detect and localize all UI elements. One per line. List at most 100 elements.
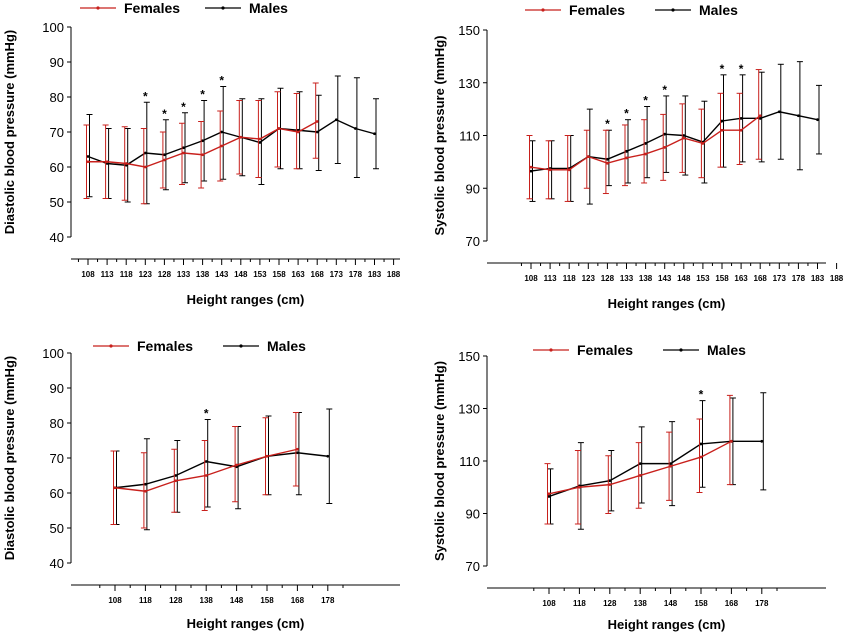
legend: Females Males: [80, 0, 288, 16]
significance-star: *: [204, 407, 209, 421]
x-tick-label: 183: [368, 270, 382, 279]
data-point: [144, 482, 147, 486]
x-tick-label: 148: [677, 274, 691, 283]
data-point: [235, 463, 239, 467]
legend: Females Males: [93, 338, 306, 354]
series-line-males: [530, 111, 818, 172]
x-tick-label: 118: [120, 270, 133, 279]
x-tick-label: 118: [563, 274, 576, 283]
x-axis-title: Height ranges (cm): [608, 617, 726, 632]
significance-star: *: [720, 62, 725, 76]
data-point: [334, 118, 338, 122]
data-point: [669, 462, 672, 466]
data-point: [239, 135, 243, 139]
y-tick-label: 150: [458, 349, 480, 364]
x-axis-title: Height ranges (cm): [187, 616, 305, 631]
data-point: [143, 165, 147, 169]
legend-marker: [96, 6, 100, 10]
series-line-males: [114, 452, 328, 489]
data-point: [644, 152, 647, 156]
data-point: [586, 155, 590, 159]
series-males: [547, 392, 767, 530]
data-point: [608, 479, 612, 483]
data-point: [739, 128, 743, 132]
x-tick-label: 158: [272, 270, 286, 279]
legend: Females Males: [525, 2, 738, 18]
y-tick-label: 70: [466, 559, 480, 574]
x-tick-label: 158: [715, 274, 729, 283]
legend-marker: [541, 8, 545, 12]
x-tick-label: 138: [639, 274, 653, 283]
y-tick-label: 100: [42, 346, 64, 361]
data-point: [354, 127, 357, 130]
data-point: [777, 110, 781, 114]
significance-star: *: [162, 107, 167, 121]
y-tick-label: 130: [458, 76, 480, 91]
data-point: [699, 455, 703, 459]
x-tick-label: 178: [321, 596, 335, 605]
data-point: [638, 474, 642, 477]
x-tick-label: 168: [311, 270, 325, 279]
data-point: [625, 156, 628, 160]
data-point: [606, 161, 609, 165]
data-point: [315, 130, 319, 134]
series-females: [544, 394, 733, 525]
data-point: [124, 162, 128, 165]
y-tick-label: 80: [50, 90, 64, 105]
y-axis-title: Diastolic blood pressure (mmHg): [2, 30, 17, 234]
data-point: [739, 116, 743, 120]
chart-panel-2: 70 90 110 130 150 108 113 118 123 128 133 138 143 148…: [432, 2, 844, 311]
series-females: [110, 412, 299, 529]
data-point: [174, 474, 178, 477]
data-point: [758, 114, 762, 118]
x-tick-label: 158: [694, 599, 708, 608]
data-point: [638, 462, 642, 466]
data-point: [548, 168, 552, 172]
data-point: [204, 474, 208, 477]
data-point: [113, 486, 117, 490]
significance-star: *: [699, 388, 704, 402]
significance-star: *: [662, 83, 667, 97]
data-point: [758, 116, 762, 120]
data-point: [296, 447, 299, 451]
data-point: [258, 141, 262, 144]
y-tick-label: 70: [50, 125, 64, 140]
legend-marker: [221, 6, 225, 10]
significance-star: *: [181, 100, 186, 114]
data-point: [663, 132, 667, 136]
data-point: [315, 120, 319, 123]
legend-label-males: Males: [707, 342, 746, 358]
y-tick-label: 90: [466, 507, 480, 522]
x-tick-label: 108: [524, 274, 538, 283]
y-axis-title: Diastolic blood pressure (mmHg): [2, 356, 17, 560]
data-point: [760, 439, 764, 443]
y-tick-label: 90: [50, 381, 64, 396]
y-tick-label: 80: [50, 416, 64, 431]
x-tick-label: 153: [696, 274, 710, 283]
x-tick-label: 188: [387, 270, 401, 279]
series-males: [86, 75, 379, 205]
x-tick-label: 108: [542, 599, 556, 608]
y-tick-label: 60: [50, 160, 64, 175]
data-point: [105, 160, 109, 164]
x-tick-label: 138: [196, 270, 210, 279]
x-tick-label: 113: [544, 274, 557, 283]
y-tick-label: 110: [459, 454, 480, 469]
data-point: [265, 454, 269, 458]
data-point: [578, 485, 581, 489]
data-point: [220, 130, 224, 134]
x-tick-label: 108: [81, 270, 95, 279]
x-tick-label: 148: [230, 596, 244, 605]
x-tick-label: 143: [215, 270, 229, 279]
legend-label-males: Males: [699, 2, 738, 18]
y-tick-label: 150: [458, 23, 480, 38]
x-tick-label: 123: [582, 274, 596, 283]
x-tick-label: 173: [330, 270, 344, 279]
data-point: [163, 158, 166, 162]
x-tick-label: 153: [253, 270, 267, 279]
y-axis-title: Systolic blood pressure (mmHg): [432, 361, 447, 561]
x-tick-label: 148: [234, 270, 248, 279]
data-point: [163, 153, 166, 157]
y-tick-label: 50: [50, 521, 64, 536]
